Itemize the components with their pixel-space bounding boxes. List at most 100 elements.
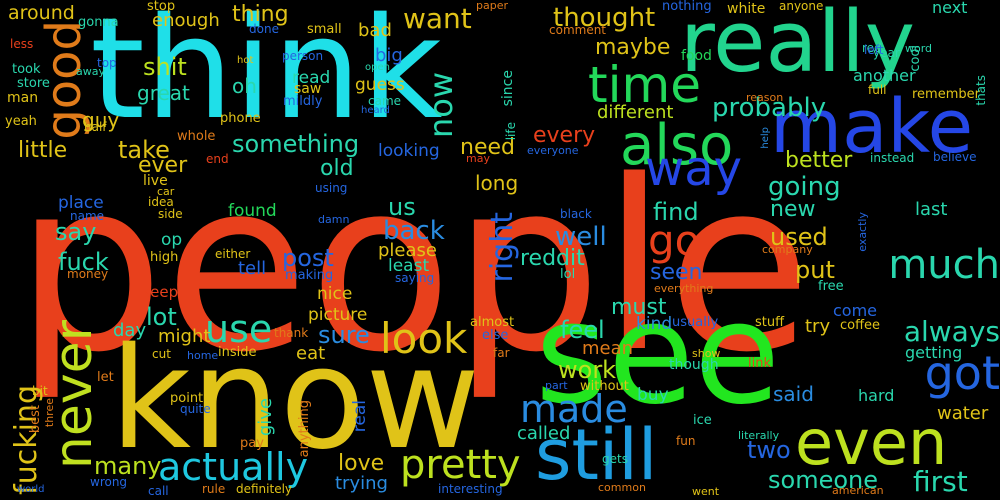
word-free: free [818, 279, 844, 294]
word-stop: stop [147, 0, 176, 14]
word-seen: seen [650, 260, 703, 285]
word-pay: pay [240, 436, 264, 451]
word-time: time [588, 56, 701, 114]
word-try: try [805, 316, 831, 337]
word-fun: fun [676, 434, 696, 448]
word-year: year [873, 46, 900, 60]
word-everyone: everyone [527, 144, 579, 157]
word-heard: heard [361, 105, 390, 116]
word-shit: shit [143, 53, 187, 81]
word-lot: lot [146, 303, 177, 331]
word-remember: remember [912, 87, 980, 102]
word-people: people [15, 131, 812, 404]
word-work: work [558, 356, 617, 384]
word-person: person [282, 49, 324, 63]
word-rule: rule [202, 482, 226, 496]
word-phone: phone [220, 111, 261, 126]
word-thats: thats [974, 75, 988, 106]
word-white: white [727, 1, 766, 17]
word-life: life [504, 122, 518, 141]
word-show: show [692, 347, 721, 360]
word-using: using [315, 181, 348, 195]
word-put: put [795, 256, 835, 284]
word-back: back [383, 216, 445, 246]
word-paper: paper [476, 0, 508, 12]
word-help: help [760, 127, 771, 149]
word-use: use [205, 307, 273, 351]
word-make: make [770, 84, 974, 170]
word-real: real [350, 400, 370, 433]
word-ever: ever [138, 153, 188, 178]
word-now: now [422, 72, 460, 139]
word-bad: bad [358, 20, 392, 41]
word-got: got [924, 346, 1000, 400]
word-comment: comment [549, 23, 607, 37]
word-word: word [905, 42, 933, 55]
word-less: less [10, 37, 34, 51]
word-fucking: fucking [9, 385, 44, 495]
word-instead: instead [870, 151, 915, 165]
word-give: give [255, 398, 276, 437]
word-big: big [375, 45, 403, 66]
word-mean: mean [582, 338, 634, 359]
word-pretty: pretty [400, 442, 521, 488]
word-probably: probably [712, 93, 827, 123]
word-three: three [43, 398, 56, 428]
word-way: way [645, 141, 743, 197]
word-old: old [320, 156, 354, 181]
word-different: different [597, 102, 674, 123]
word-right: right [485, 212, 520, 283]
word-damn: damn [318, 213, 350, 226]
word-day: day [113, 320, 147, 341]
word-full: full [868, 83, 887, 97]
word-top: top [97, 56, 117, 70]
word-around: around [8, 2, 75, 24]
word-either: either [215, 247, 251, 261]
word-look: look [380, 314, 468, 363]
word-call: call [148, 484, 169, 498]
word-said: said [773, 382, 814, 406]
word-everything: everything [654, 282, 714, 295]
word-literally: literally [738, 429, 780, 442]
word-place: place [58, 193, 104, 213]
word-thought: thought [553, 3, 656, 33]
word-trying: trying [335, 473, 388, 494]
word-may: may [466, 152, 490, 165]
word-exactly: exactly [856, 212, 869, 252]
word-high: high [150, 250, 179, 265]
word-black: black [560, 207, 592, 221]
word-little: little [18, 138, 68, 163]
word-gets: gets [602, 452, 628, 466]
word-guess: guess [355, 75, 405, 95]
word-post: post [282, 244, 334, 272]
word-almost: almost [470, 315, 515, 330]
word-enough: enough [152, 10, 220, 31]
word-used: used [770, 223, 828, 251]
word-company: company [762, 243, 813, 256]
word-hard: hard [858, 386, 895, 405]
word-maybe: maybe [595, 35, 671, 60]
word-looking: looking [378, 141, 440, 161]
word-nice: nice [317, 284, 353, 304]
word-cut: cut [152, 347, 171, 361]
word-always: always [903, 315, 1000, 348]
word-end: end [206, 152, 229, 166]
word-red: red [862, 41, 882, 55]
word-bit: bit [32, 384, 48, 398]
word-whole: whole [177, 129, 216, 144]
word-car: car [157, 185, 175, 198]
word-done: done [249, 22, 279, 36]
word-eat: eat [296, 343, 326, 364]
word-first: first [913, 465, 968, 498]
word-please: please [378, 240, 437, 261]
word-anyone: anyone [779, 0, 824, 13]
word-fuck: fuck [58, 248, 109, 276]
word-hot: hot [237, 55, 254, 66]
word-away: away [76, 65, 105, 78]
word-going: going [768, 172, 841, 202]
word-believe: believe [933, 150, 977, 164]
word-lol: lol [560, 267, 576, 282]
word-saying: saying [395, 271, 435, 285]
word-actually: actually [158, 445, 309, 489]
word-home: home [187, 349, 219, 362]
